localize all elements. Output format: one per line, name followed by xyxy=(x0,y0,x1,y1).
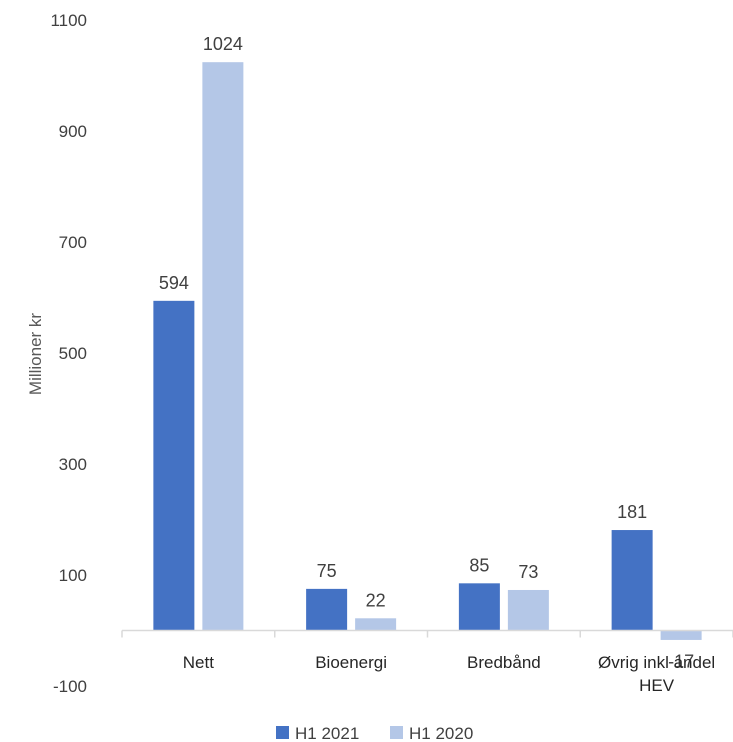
y-tick-label: 300 xyxy=(59,455,87,474)
y-axis-title: Millioner kr xyxy=(26,313,45,396)
bar xyxy=(611,530,653,631)
data-label: 594 xyxy=(159,273,189,293)
data-label: 22 xyxy=(366,590,386,610)
y-tick-label: -100 xyxy=(53,677,87,696)
legend-label: H1 2020 xyxy=(409,724,473,742)
y-tick-label: 100 xyxy=(59,566,87,585)
bar xyxy=(660,630,702,640)
y-axis-ticks: -100 100 300 500 700 900 1100 xyxy=(50,11,87,696)
legend-swatch xyxy=(276,726,289,739)
legend-label: H1 2021 xyxy=(295,724,359,742)
bar xyxy=(507,589,549,631)
y-tick-label: 700 xyxy=(59,233,87,252)
data-labels: 594 1024 75 22 85 73 181 -17 xyxy=(159,34,694,671)
category-label: Bredbånd xyxy=(467,653,541,672)
bar xyxy=(153,300,195,631)
category-label: Bioenergi xyxy=(315,653,387,672)
bar xyxy=(202,62,244,631)
category-label: Nett xyxy=(183,653,214,672)
bar xyxy=(458,583,500,631)
y-tick-label: 900 xyxy=(59,122,87,141)
data-label: 75 xyxy=(317,561,337,581)
legend: H1 2021 H1 2020 xyxy=(276,724,473,742)
legend-swatch xyxy=(390,726,403,739)
bar xyxy=(306,588,348,631)
category-label: Øvrig inkl andel HEV xyxy=(598,653,715,695)
data-label: 73 xyxy=(518,562,538,582)
data-label: -17 xyxy=(668,652,694,672)
y-tick-label: 500 xyxy=(59,344,87,363)
y-tick-label: 1100 xyxy=(50,11,87,30)
data-label: 181 xyxy=(617,502,647,522)
bar xyxy=(355,618,397,631)
category-labels: Nett Bioenergi Bredbånd Øvrig inkl andel HEV xyxy=(183,653,715,695)
data-label: 85 xyxy=(469,555,489,575)
x-axis-ticks xyxy=(121,630,733,638)
data-label: 1024 xyxy=(203,34,243,54)
bars xyxy=(153,62,702,640)
